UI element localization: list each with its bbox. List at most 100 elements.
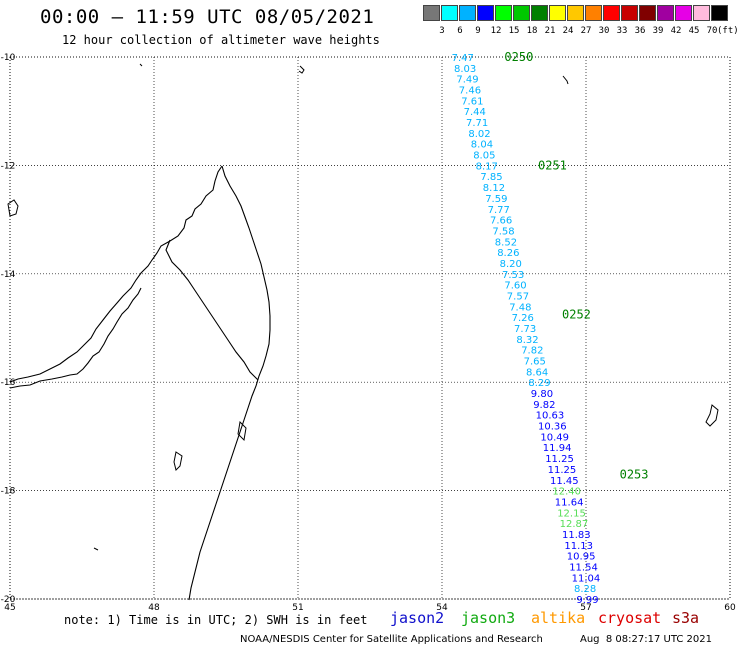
wave-height-value: 9.99	[576, 595, 598, 606]
lat-tick-label: -18	[1, 487, 16, 497]
wave-height-value: 8.12	[483, 183, 505, 194]
pass-time-label: 0251	[538, 158, 567, 172]
altimeter-track: 7.478.037.497.467.617.447.718.028.048.05…	[452, 53, 601, 606]
island-mark	[237, 420, 247, 442]
lat-tick-label: -16	[1, 378, 16, 388]
legend-swatch	[603, 5, 620, 21]
satellite-label: altika	[531, 609, 586, 627]
legend-level-label: 12	[490, 26, 502, 36]
map-frame	[9, 56, 731, 600]
wave-height-value: 11.64	[555, 497, 584, 508]
satellite-label: s3a	[672, 609, 700, 627]
wave-height-value: 8.64	[526, 367, 548, 378]
axis-tick-labels: 45 48 51 54 57 60 -10 -12 -14 -16 -18 -20	[1, 53, 736, 613]
madagascar-east-coast	[188, 165, 271, 601]
lat-tick-label: -20	[1, 595, 16, 605]
legend-level-label: 45	[688, 26, 700, 36]
lat-lon-grid	[9, 56, 731, 600]
legend-swatch	[513, 5, 530, 21]
wave-height-value: 7.48	[509, 302, 531, 313]
satellite-label: jason3	[461, 609, 516, 627]
wave-height-value: 8.32	[516, 335, 538, 346]
wave-height-value: 8.26	[497, 248, 519, 259]
lon-tick-label: 45	[4, 603, 15, 613]
legend-unit: (ft)	[717, 26, 739, 36]
lat-tick-label: -10	[1, 53, 16, 63]
wave-height-value: 11.25	[545, 454, 574, 465]
wave-height-value: 7.60	[504, 281, 526, 292]
legend-level-label: 6	[457, 26, 463, 36]
legend-swatch	[693, 5, 710, 21]
legend-level-label: 33	[616, 26, 628, 36]
legend-swatch	[585, 5, 602, 21]
lon-tick-label: 60	[724, 603, 736, 613]
island-mark	[7, 199, 19, 217]
lon-tick-label: 48	[148, 603, 160, 613]
wave-height-value: 11.13	[564, 541, 593, 552]
lon-tick-label: 51	[292, 603, 303, 613]
wave-height-value: 7.26	[512, 313, 534, 324]
wave-height-value: 12.40	[552, 487, 581, 498]
pass-time-labels: 0250 0251 0252 0253	[504, 50, 648, 481]
wave-height-value: 11.94	[543, 443, 572, 454]
legend-level-label: 70	[706, 26, 718, 36]
legend-swatch	[657, 5, 674, 21]
legend-level-label: 18	[526, 26, 538, 36]
wave-height-value: 7.49	[456, 75, 478, 86]
legend-level-label: 21	[544, 26, 556, 36]
wave-height-value: 8.52	[495, 237, 517, 248]
legend-swatch	[477, 5, 494, 21]
legend-level-label: 42	[670, 26, 682, 36]
pass-time-label: 0250	[504, 50, 533, 64]
wave-height-value: 7.46	[459, 86, 481, 97]
island-mark	[705, 404, 719, 427]
wave-height-value: 7.59	[485, 194, 507, 205]
wave-height-value: 11.54	[569, 562, 598, 573]
wave-height-value: 8.02	[468, 129, 490, 140]
wave-height-value: 10.49	[540, 432, 569, 443]
legend-level-label: 36	[634, 26, 646, 36]
island-mark	[562, 75, 569, 85]
legend-swatch	[441, 5, 458, 21]
wave-height-value: 11.25	[548, 465, 577, 476]
wave-height-value: 8.20	[500, 259, 522, 270]
wave-height-value: 9.82	[533, 400, 555, 411]
satellite-label: jason2	[390, 609, 445, 627]
wave-height-value: 12.87	[560, 519, 589, 530]
legend-level-label: 9	[475, 26, 481, 36]
wave-height-value: 8.28	[574, 584, 596, 595]
wave-height-value: 7.53	[502, 270, 524, 281]
wave-height-value: 7.47	[452, 53, 474, 64]
wave-height-value: 11.04	[572, 573, 601, 584]
wave-height-value: 7.82	[521, 346, 543, 357]
wave-height-value: 7.44	[464, 107, 486, 118]
wave-height-value: 10.95	[567, 552, 596, 563]
wave-height-value: 10.36	[538, 422, 567, 433]
wave-height-value: 11.45	[550, 476, 579, 487]
pass-time-label: 0253	[620, 467, 649, 481]
wave-height-value: 7.71	[466, 118, 488, 129]
map-subtitle: 12 hour collection of altimeter wave hei…	[62, 33, 380, 47]
lat-tick-label: -12	[1, 161, 16, 171]
wave-height-value: 11.83	[562, 530, 591, 541]
legend-level-label: 24	[562, 26, 574, 36]
wave-height-value: 7.61	[461, 96, 483, 107]
wave-height-value: 7.77	[488, 205, 510, 216]
legend-swatch	[567, 5, 584, 21]
wave-height-value: 7.58	[492, 226, 514, 237]
satellite-label: cryosat	[598, 609, 662, 627]
map-title: 00:00 – 11:59 UTC 08/05/2021	[40, 6, 375, 28]
wave-height-value: 8.17	[476, 161, 498, 172]
wave-height-value: 7.57	[507, 291, 529, 302]
legend-swatch	[549, 5, 566, 21]
wave-height-value: 7.66	[490, 216, 512, 227]
legend-swatch	[459, 5, 476, 21]
legend-swatch	[675, 5, 692, 21]
island-mark	[298, 65, 305, 74]
wave-height-value: 7.73	[514, 324, 536, 335]
generation-timestamp: Aug 8 08:27:17 UTC 2021	[580, 634, 712, 645]
pass-time-label: 0252	[562, 307, 591, 321]
credit-line: NOAA/NESDIS Center for Satellite Applica…	[240, 634, 543, 645]
wave-height-value: 7.65	[524, 357, 546, 368]
wave-height-value: 8.05	[473, 151, 495, 162]
